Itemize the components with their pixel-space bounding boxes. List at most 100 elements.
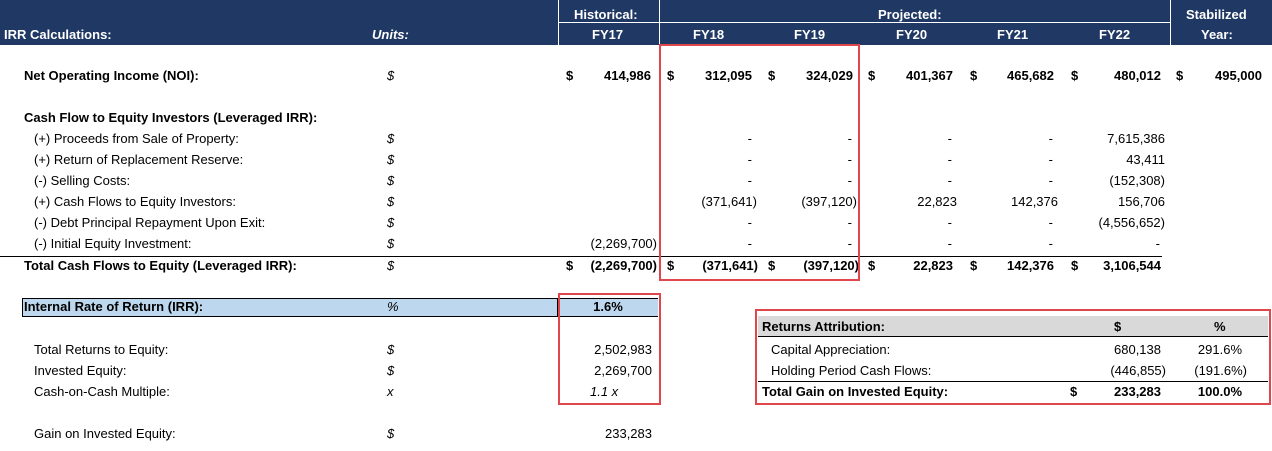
holding-period-pct: (191.6%) [1194,363,1247,378]
total-returns-label: Total Returns to Equity: [34,342,169,357]
currency-symbol: $ [1071,68,1079,83]
cash-flow-cell: - [947,131,952,146]
cash-flow-cell: - [1155,236,1160,251]
total-unit: $ [387,258,395,273]
stabilized-label: Stabilized [1186,7,1247,22]
projected-label: Projected: [878,7,942,22]
noi-stabilized: 495,000 [1215,68,1262,83]
total-cash-flows-label: Total Cash Flows to Equity (Leveraged IR… [24,258,297,273]
cash-flow-cell: - [947,173,952,188]
attribution-col-dollar: $ [1114,319,1122,334]
cash-flow-row-label: (+) Proceeds from Sale of Property: [34,131,239,146]
attribution-title: Returns Attribution: [762,319,885,334]
cash-flow-row-label: (-) Initial Equity Investment: [34,236,192,251]
year-fy17: FY17 [592,27,624,42]
gain-label: Gain on Invested Equity: [34,426,176,441]
noi-fy17: 414,986 [604,68,651,83]
capital-appreciation-value: 680,138 [1114,342,1161,357]
noi-unit: $ [387,68,395,83]
cash-on-cash-label: Cash-on-Cash Multiple: [34,384,170,399]
cash-flow-row-unit: $ [387,152,395,167]
attribution-header-bg [758,316,1268,336]
cash-flow-row-label: (-) Selling Costs: [34,173,131,188]
irr-row-background [22,298,558,317]
header-divider [558,22,659,23]
currency-symbol: $ [1176,68,1184,83]
cash-flow-cell: - [947,236,952,251]
currency-symbol: $ [566,258,574,273]
historical-label: Historical: [574,7,638,22]
cash-flow-cell: - [847,236,852,251]
attribution-col-pct: % [1214,319,1226,334]
cash-flow-row-unit: $ [387,215,395,230]
total-fy18: (371,641) [702,258,758,273]
holding-period-label: Holding Period Cash Flows: [771,363,932,378]
currency-symbol: $ [667,258,675,273]
cash-flow-cell: - [747,236,752,251]
units-label: Units: [372,27,409,42]
cash-flow-cell: - [847,131,852,146]
attribution-total-border [758,381,1268,382]
cash-flow-cell: - [747,173,752,188]
table-header: Historical: Projected: Stabilized IRR Ca… [0,0,1272,45]
noi-fy18: 312,095 [705,68,752,83]
year-fy18: FY18 [693,27,725,42]
gain-value: 233,283 [605,426,652,441]
cash-flow-cell: (152,308) [1109,173,1165,188]
cash-flow-cell: - [1048,152,1053,167]
cash-flow-cell: - [747,215,752,230]
total-fy17: (2,269,700) [590,258,658,273]
cash-flow-cell: (397,120) [801,194,857,209]
invested-equity-value: 2,269,700 [594,363,652,378]
irr-calculations-label: IRR Calculations: [4,27,112,42]
cash-flow-row-label: (-) Debt Principal Repayment Upon Exit: [34,215,266,230]
cash-flow-row-unit: $ [387,173,395,188]
year-fy21: FY21 [997,27,1029,42]
total-gain-value: 233,283 [1114,384,1161,399]
cash-flow-cell: - [1048,215,1053,230]
cash-flow-cell: - [947,215,952,230]
currency-symbol: $ [868,68,876,83]
irr-unit: % [387,299,399,314]
stabilized-year-label: Year: [1201,27,1233,42]
currency-symbol: $ [667,68,675,83]
cash-on-cash-value: 1.1 x [590,384,619,399]
header-divider [659,22,1170,23]
cash-flow-section-label: Cash Flow to Equity Investors (Leveraged… [24,110,318,125]
cash-on-cash-unit: x [387,384,394,399]
cash-flow-cell: - [1048,131,1053,146]
holding-period-value: (446,855) [1110,363,1166,378]
cash-flow-cell: - [847,215,852,230]
irr-value: 1.6% [593,299,623,314]
cash-flow-cell: 142,376 [1011,194,1058,209]
cash-flow-cell: 7,615,386 [1107,131,1165,146]
cash-flow-row-label: (+) Return of Replacement Reserve: [34,152,244,167]
currency-symbol: $ [566,68,574,83]
cash-flow-cell: 156,706 [1118,194,1165,209]
invested-equity-label: Invested Equity: [34,363,127,378]
noi-fy22: 480,012 [1114,68,1161,83]
year-fy19: FY19 [794,27,826,42]
year-fy20: FY20 [896,27,928,42]
cash-flow-cell: 22,823 [917,194,957,209]
currency-symbol: $ [970,258,978,273]
cash-flow-row-unit: $ [387,131,395,146]
cash-flow-cell: (2,269,700) [590,236,658,251]
year-fy22: FY22 [1099,27,1131,42]
cash-flow-cell: - [1048,236,1053,251]
cash-flow-cell: - [747,131,752,146]
capital-appreciation-label: Capital Appreciation: [771,342,891,357]
gain-unit: $ [387,426,395,441]
cash-flow-cell: (4,556,652) [1098,215,1166,230]
cash-flow-cell: - [847,173,852,188]
currency-symbol: $ [970,68,978,83]
cash-flow-row-unit: $ [387,236,395,251]
column-separator [1170,0,1171,45]
total-gain-label: Total Gain on Invested Equity: [762,384,949,399]
cash-flow-row-unit: $ [387,194,395,209]
total-fy22: 3,106,544 [1103,258,1161,273]
total-gain-pct: 100.0% [1197,384,1242,399]
cash-flow-cell: - [947,152,952,167]
attribution-header-border [758,336,1268,337]
invested-equity-unit: $ [387,363,395,378]
